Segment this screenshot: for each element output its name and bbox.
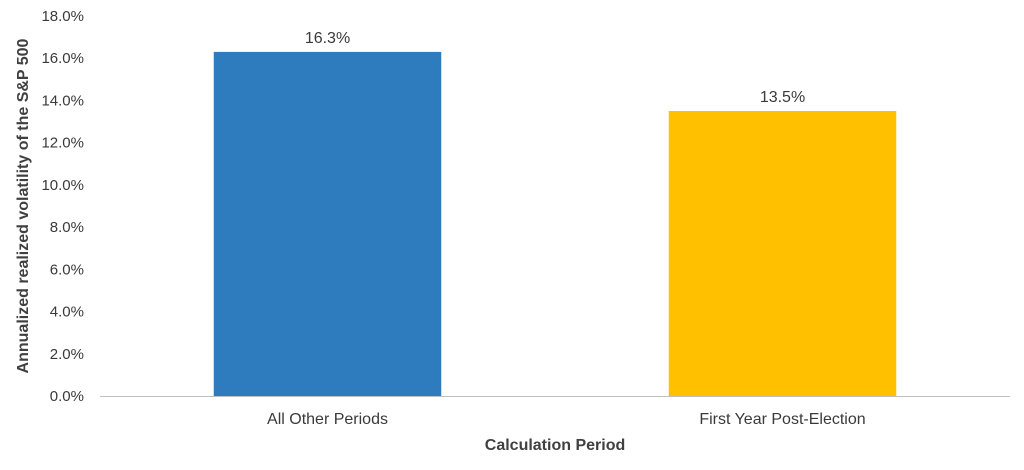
bar: [213, 51, 442, 397]
y-tick-label: 10.0%: [41, 177, 84, 194]
x-axis-title: Calculation Period: [485, 437, 625, 454]
y-tick-label: 4.0%: [50, 304, 84, 321]
y-tick-label: 6.0%: [50, 261, 84, 278]
bar-value-label: 16.3%: [305, 30, 350, 47]
y-tick-label: 18.0%: [41, 8, 84, 25]
y-axis-title: Annualized realized volatility of the S&…: [15, 38, 32, 373]
y-tick-label: 14.0%: [41, 92, 84, 109]
bars-group: [213, 51, 897, 397]
data-labels: 16.3% 13.5%: [305, 30, 805, 106]
y-tick-label: 16.0%: [41, 50, 84, 67]
y-tick-label: 0.0%: [50, 388, 84, 405]
bar-value-label: 13.5%: [760, 89, 805, 106]
y-tick-label: 12.0%: [41, 135, 84, 152]
bar: [668, 111, 897, 396]
y-tick-label: 8.0%: [50, 219, 84, 236]
x-category-label: All Other Periods: [267, 411, 388, 428]
x-category-label: First Year Post-Election: [699, 411, 865, 428]
x-axis-categories: All Other Periods First Year Post-Electio…: [267, 411, 866, 428]
y-axis-ticks: 0.0% 2.0% 4.0% 6.0% 8.0% 10.0% 12.0% 14.0% 16.0%…: [41, 8, 84, 405]
y-tick-label: 2.0%: [50, 346, 84, 363]
